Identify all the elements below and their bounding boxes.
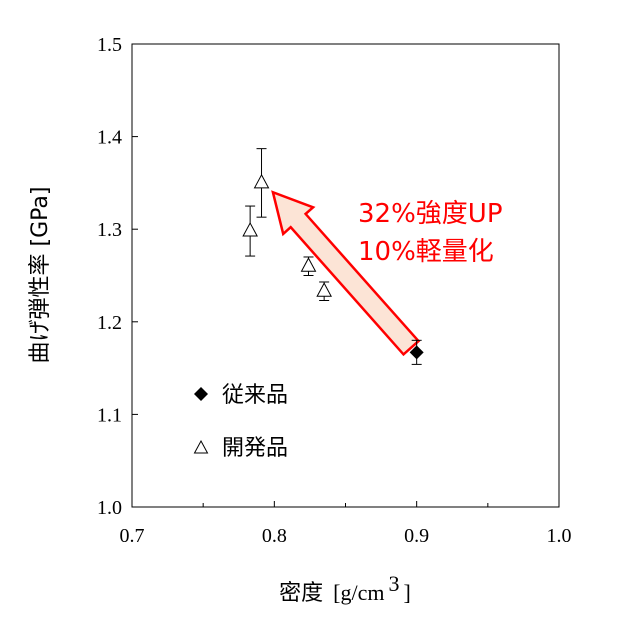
x-tick-label: 1.0 [547, 525, 572, 547]
y-tick-labels: 1.0 1.1 1.2 1.3 1.4 1.5 [97, 34, 122, 519]
annotation-line-1: 32%強度UP [358, 199, 503, 229]
y-axis-title: 曲げ弾性率 [GPa] [28, 187, 53, 364]
y-tick-label: 1.1 [97, 404, 122, 426]
x-axis-title-sup: 3 [389, 571, 400, 596]
y-tick-label: 1.5 [97, 34, 122, 56]
y-tick-label: 1.4 [97, 127, 122, 149]
data-point-developed [300, 257, 317, 272]
y-tick-label: 1.0 [97, 497, 122, 519]
data-point-developed [316, 282, 332, 297]
x-axis-title-unit: [g/cm [333, 580, 384, 605]
data-point-developed [253, 173, 270, 189]
annotation-line-2: 10%軽量化 [358, 237, 494, 267]
legend-marker-conventional [194, 387, 208, 401]
axis-ticks [131, 43, 560, 508]
data-layer [242, 148, 424, 365]
legend-marker-developed [193, 439, 209, 454]
data-point-developed [242, 221, 258, 237]
x-axis-title: 密度 [g/cm 3 ] [279, 571, 411, 606]
annotation-arrow [271, 190, 421, 357]
x-axis-title-main: 密度 [279, 581, 323, 606]
x-tick-labels: 0.7 0.8 0.9 1.0 [120, 525, 572, 547]
y-tick-label: 1.2 [97, 312, 122, 334]
data-point-conventional [409, 345, 424, 360]
legend-label-conventional: 従来品 [222, 383, 288, 408]
annotation-arrow-layer [271, 190, 421, 357]
x-tick-label: 0.9 [404, 525, 429, 547]
x-tick-label: 0.7 [120, 525, 145, 547]
x-axis-title-close: ] [404, 580, 411, 605]
legend-label-developed: 開発品 [222, 436, 288, 461]
y-tick-label: 1.3 [97, 219, 122, 241]
x-tick-label: 0.8 [262, 525, 287, 547]
